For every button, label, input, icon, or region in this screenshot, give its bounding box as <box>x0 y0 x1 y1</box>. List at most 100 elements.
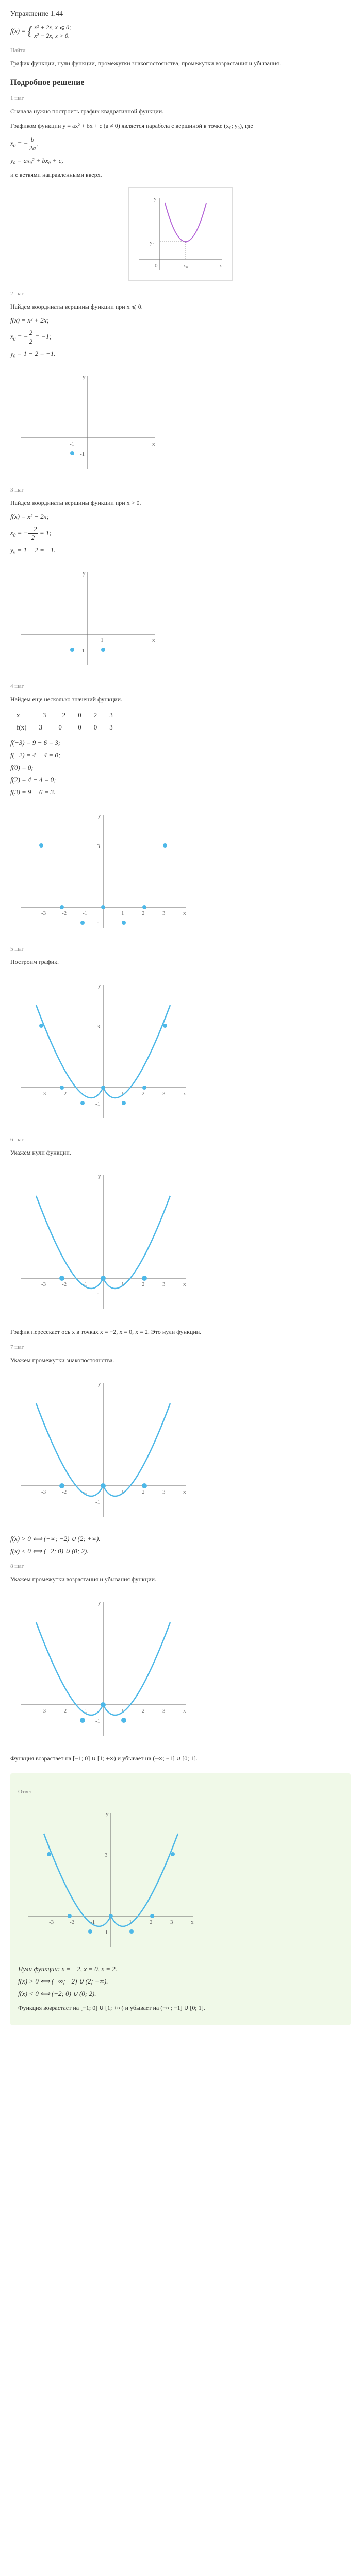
svg-text:-1: -1 <box>95 921 100 927</box>
exercise-header: Упражнение 1.44 <box>10 10 351 19</box>
svg-text:y: y <box>98 1600 101 1606</box>
svg-text:1: 1 <box>101 637 104 643</box>
svg-text:x: x <box>152 441 155 447</box>
svg-text:-1: -1 <box>95 1499 100 1505</box>
svg-text:-1: -1 <box>80 648 85 654</box>
step2-text: Найдем координаты вершины функции при x … <box>10 302 351 311</box>
svg-text:-3: -3 <box>41 1489 46 1495</box>
svg-text:-3: -3 <box>41 910 46 917</box>
step7-label: 7 шаг <box>10 1344 351 1350</box>
svg-text:2: 2 <box>142 1281 145 1287</box>
svg-text:1: 1 <box>121 910 124 917</box>
step8-result: Функция возрастает на [−1; 0] ∪ [1; +∞) … <box>10 1754 351 1763</box>
svg-text:-3: -3 <box>41 1708 46 1714</box>
svg-text:-3: -3 <box>41 1091 46 1097</box>
step2-x0: x0 = −22 = −1; <box>10 329 351 346</box>
svg-text:y₀: y₀ <box>150 240 155 246</box>
points-svg: x y -3 -2 -1 1 2 3 -1 3 <box>10 804 196 938</box>
svg-text:3: 3 <box>162 910 166 917</box>
svg-text:-1: -1 <box>95 1292 100 1298</box>
step3-label: 3 шаг <box>10 487 351 493</box>
step1-y0: y₀ = ax₀² + bx₀ + c, <box>10 157 351 165</box>
answer-box: Ответ x y -3 -2 -1 1 2 3 -1 3 <box>10 1773 351 2025</box>
svg-text:x₀: x₀ <box>183 263 188 269</box>
svg-text:2: 2 <box>142 1091 145 1097</box>
svg-text:x: x <box>219 263 222 269</box>
svg-text:2: 2 <box>142 910 145 917</box>
svg-text:-1: -1 <box>95 1718 100 1724</box>
step2-y0: y₀ = 1 − 2 = −1. <box>10 350 351 358</box>
svg-text:-1: -1 <box>103 1929 108 1936</box>
graph-points: x y -3 -2 -1 1 2 3 -1 3 <box>10 804 351 938</box>
calc4: f(2) = 4 − 4 = 0; <box>10 776 351 784</box>
calc1: f(−3) = 9 − 6 = 3; <box>10 739 351 747</box>
find-label: Найти <box>10 47 351 54</box>
function-definition: f(x) = { x² + 2x, x ⩽ 0; x² − 2x, x > 0. <box>10 24 351 40</box>
step6-result: График пересекает ось x в точках x = −2,… <box>10 1327 351 1336</box>
td-fx: f(x) <box>10 721 33 734</box>
svg-text:3: 3 <box>162 1489 166 1495</box>
svg-text:-3: -3 <box>49 1919 54 1925</box>
svg-text:x: x <box>183 910 186 917</box>
svg-text:-1: -1 <box>70 441 74 447</box>
sign-svg: x y -3 -2 -1 1 2 3 -1 <box>10 1372 196 1527</box>
svg-text:y: y <box>106 1811 109 1817</box>
th-2: −2 <box>52 709 72 721</box>
td-1: 3 <box>33 721 53 734</box>
svg-text:y: y <box>98 1381 101 1387</box>
answer-zeros: Нули функции: x = −2, x = 0, x = 2. <box>18 1965 343 1973</box>
step1-label: 1 шаг <box>10 95 351 101</box>
th-1: −3 <box>33 709 53 721</box>
td-5: 3 <box>103 721 119 734</box>
step3-x0: x0 = −−22 = 1; <box>10 525 351 542</box>
answer-svg: x y -3 -2 -1 1 2 3 -1 3 <box>18 1803 204 1957</box>
step6-text: Укажем нули функции. <box>10 1148 351 1157</box>
step1-formula: Графиком функции y = ax² + bx + c (a ≠ 0… <box>10 121 351 130</box>
step4-text: Найдем еще несколько значений функции. <box>10 694 351 704</box>
step5-text: Построим график. <box>10 957 351 967</box>
given-block: f(x) = { x² + 2x, x ⩽ 0; x² − 2x, x > 0.… <box>10 24 351 68</box>
answer-monotone: Функция возрастает на [−1; 0] ∪ [1; +∞) … <box>18 2003 343 2012</box>
td-4: 0 <box>88 721 104 734</box>
solution-header: Подробное решение <box>10 78 351 88</box>
svg-text:3: 3 <box>97 843 100 850</box>
svg-text:0: 0 <box>155 263 158 269</box>
svg-text:y: y <box>83 374 86 380</box>
svg-text:-2: -2 <box>70 1919 74 1925</box>
step8-text: Укажем промежутки возрастания и убывания… <box>10 1574 351 1584</box>
svg-text:x: x <box>183 1281 186 1287</box>
exercise-number: Упражнение 1.44 <box>10 10 63 18</box>
svg-text:y: y <box>98 982 101 989</box>
step1-x0: x0 = −b2a, <box>10 135 351 152</box>
svg-text:-2: -2 <box>62 1281 67 1287</box>
svg-text:-1: -1 <box>95 1101 100 1107</box>
full-svg: x y -3 -2 -1 1 2 3 -1 3 <box>10 974 196 1129</box>
svg-text:-3: -3 <box>41 1281 46 1287</box>
td-3: 0 <box>72 721 88 734</box>
answer-pos: f(x) > 0 ⟺ (−∞; −2) ∪ (2; +∞). <box>18 1977 343 1986</box>
svg-text:y: y <box>83 570 86 577</box>
svg-text:-2: -2 <box>62 1091 67 1097</box>
zeros-svg: x y -3 -2 -1 1 2 3 -1 <box>10 1165 196 1319</box>
step7-neg: f(x) < 0 ⟺ (−2; 0) ∪ (0; 2). <box>10 1547 351 1555</box>
svg-text:3: 3 <box>162 1281 166 1287</box>
graph-sign: x y -3 -2 -1 1 2 3 -1 <box>10 1372 351 1527</box>
graph-full: x y -3 -2 -1 1 2 3 -1 3 <box>10 974 351 1129</box>
calc3: f(0) = 0; <box>10 764 351 772</box>
th-x: x <box>10 709 33 721</box>
task-text: График функции, нули функции, промежутки… <box>10 59 351 68</box>
step3-y0: y₀ = 1 − 2 = −1. <box>10 546 351 554</box>
svg-text:-2: -2 <box>62 1708 67 1714</box>
svg-text:x: x <box>152 637 155 643</box>
svg-text:y: y <box>154 196 157 202</box>
step2-f: f(x) = x² + 2x; <box>10 316 351 325</box>
svg-text:y: y <box>98 812 101 819</box>
step3-text: Найдем координаты вершины функции при x … <box>10 498 351 507</box>
step6-label: 6 шаг <box>10 1137 351 1143</box>
vertex1-svg: x y -1 -1 <box>10 366 165 479</box>
step2-label: 2 шаг <box>10 291 351 297</box>
svg-text:-2: -2 <box>62 910 67 917</box>
calc2: f(−2) = 4 − 4 = 0; <box>10 751 351 759</box>
th-3: 0 <box>72 709 88 721</box>
answer-neg: f(x) < 0 ⟺ (−2; 0) ∪ (0; 2). <box>18 1990 343 1998</box>
